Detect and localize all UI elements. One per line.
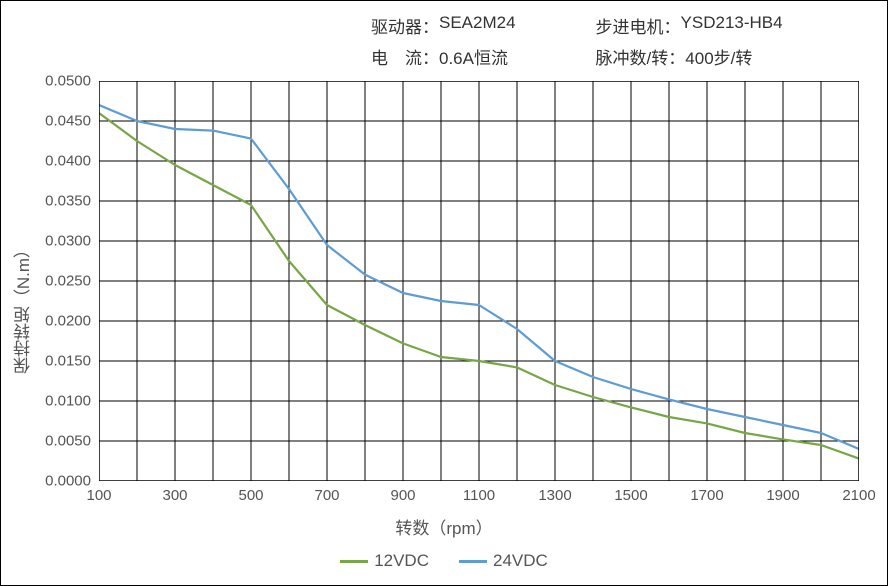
legend-swatch-12vdc xyxy=(340,560,368,563)
y-tick-label: 0.0350 xyxy=(31,193,91,210)
legend-item-12vdc: 12VDC xyxy=(340,551,429,571)
pulse-label: 脉冲数/转： xyxy=(596,44,686,69)
y-tick-label: 0.0200 xyxy=(31,313,91,330)
torque-chart xyxy=(99,81,859,481)
header-pulse: 脉冲数/转： 400步/转 xyxy=(596,44,783,69)
y-tick-label: 0.0150 xyxy=(31,353,91,370)
x-tick-label: 1500 xyxy=(614,487,647,504)
y-tick-label: 0.0450 xyxy=(31,113,91,130)
x-tick-label: 100 xyxy=(86,487,111,504)
x-axis-title: 转数（rpm） xyxy=(1,514,887,539)
y-tick-label: 0.0100 xyxy=(31,393,91,410)
chart-legend: 12VDC 24VDC xyxy=(1,551,887,571)
motor-label: 步进电机： xyxy=(596,13,681,38)
legend-label-24vdc: 24VDC xyxy=(493,551,548,571)
x-tick-label: 1700 xyxy=(690,487,723,504)
legend-item-24vdc: 24VDC xyxy=(459,551,548,571)
legend-label-12vdc: 12VDC xyxy=(374,551,429,571)
header-driver: 驱动器： SEA2M24 xyxy=(371,13,516,38)
driver-value: SEA2M24 xyxy=(439,13,516,38)
x-tick-label: 2100 xyxy=(842,487,875,504)
header-col-left: 驱动器： SEA2M24 电 流： 0.6A恒流 xyxy=(371,13,516,69)
x-tick-label: 300 xyxy=(162,487,187,504)
y-tick-label: 0.0300 xyxy=(31,233,91,250)
y-tick-label: 0.0050 xyxy=(31,433,91,450)
x-tick-label: 1900 xyxy=(766,487,799,504)
x-tick-label: 1100 xyxy=(463,487,495,504)
x-tick-label: 900 xyxy=(390,487,415,504)
pulse-value: 400步/转 xyxy=(685,44,752,69)
x-tick-label: 700 xyxy=(314,487,339,504)
header-motor: 步进电机： YSD213-HB4 xyxy=(596,13,783,38)
x-tick-label: 1300 xyxy=(538,487,571,504)
y-tick-label: 0.0400 xyxy=(31,153,91,170)
motor-value: YSD213-HB4 xyxy=(681,13,783,38)
chart-grid xyxy=(99,81,859,481)
current-label: 电 流： xyxy=(371,44,439,69)
y-tick-label: 0.0000 xyxy=(31,473,91,490)
y-tick-label: 0.0500 xyxy=(31,73,91,90)
current-value: 0.6A恒流 xyxy=(439,44,508,69)
y-tick-label: 0.0250 xyxy=(31,273,91,290)
chart-header: 驱动器： SEA2M24 电 流： 0.6A恒流 步进电机： YSD213-HB… xyxy=(371,13,783,69)
header-col-right: 步进电机： YSD213-HB4 脉冲数/转： 400步/转 xyxy=(596,13,783,69)
header-current: 电 流： 0.6A恒流 xyxy=(371,44,516,69)
legend-swatch-24vdc xyxy=(459,560,487,563)
x-tick-label: 500 xyxy=(238,487,263,504)
driver-label: 驱动器： xyxy=(371,13,439,38)
